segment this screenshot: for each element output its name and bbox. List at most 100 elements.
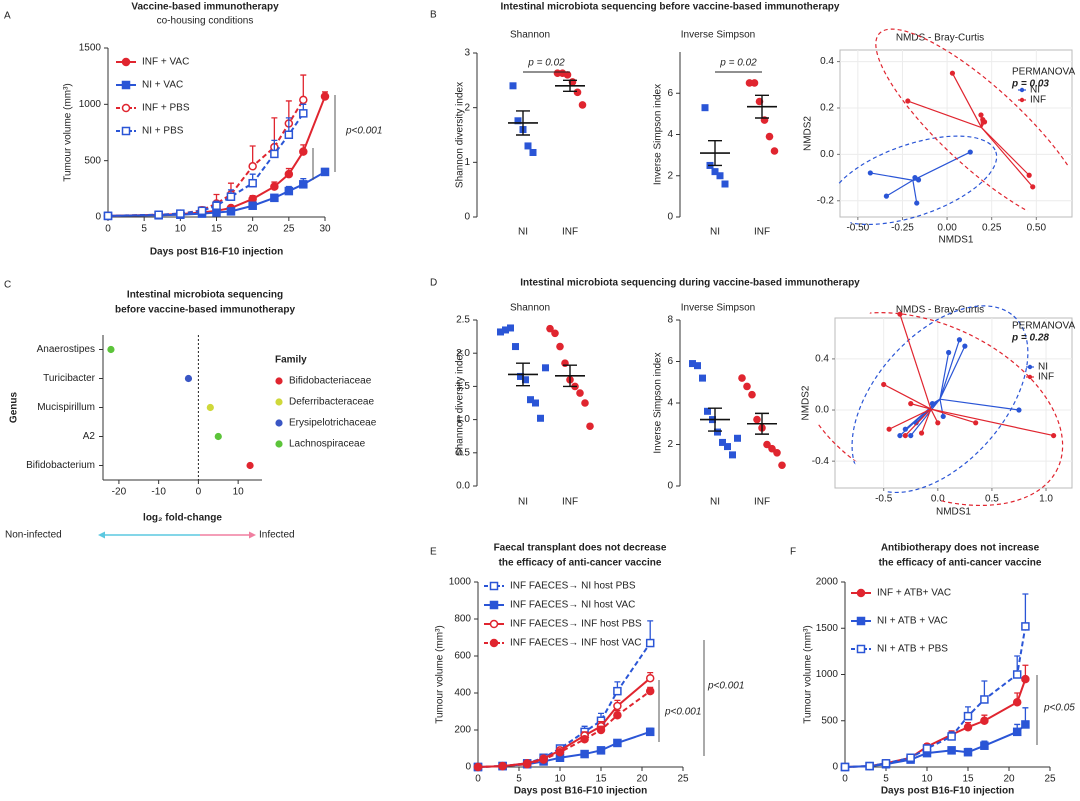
- x-tick-label: 20: [247, 224, 259, 235]
- marker: [613, 686, 622, 696]
- marker: [299, 95, 308, 105]
- marker: [284, 169, 294, 179]
- chart-title: the efficacy of anti-cancer vaccine: [499, 558, 662, 569]
- group-title: Intestinal microbiota sequencing during …: [520, 278, 860, 289]
- x-tick-label: 15: [595, 774, 607, 785]
- data-point: [897, 311, 903, 317]
- x-tick-label: -10: [151, 487, 166, 498]
- x-tick-label: 15: [211, 224, 223, 235]
- data-point: [908, 432, 914, 439]
- spider-line: [939, 399, 944, 417]
- x-tick-label: 0: [105, 224, 111, 235]
- marker: [320, 167, 330, 177]
- marker: [299, 147, 308, 156]
- data-point: [886, 426, 892, 432]
- y-tick-label: -0.2: [817, 195, 835, 206]
- legend-marker: [121, 57, 131, 67]
- spider-line: [907, 100, 982, 129]
- data-point: [915, 177, 922, 183]
- y-tick-label: 0.0: [456, 481, 470, 492]
- marker: [1012, 698, 1022, 707]
- arrow-head: [249, 531, 256, 539]
- x-tick-label: -0.5: [875, 494, 893, 505]
- x-tick-label: 0.00: [937, 223, 957, 234]
- y-axis-label: Shannon diversity index: [455, 82, 466, 188]
- x-tick-label: 0: [842, 774, 848, 785]
- legend-marker: [489, 581, 499, 591]
- marker: [270, 193, 279, 203]
- marker: [248, 162, 257, 171]
- data-point: [908, 401, 914, 407]
- data-point: [1016, 407, 1022, 413]
- sem-bar: [563, 364, 577, 388]
- y-tick-label: 0: [667, 481, 673, 492]
- spider-line: [888, 408, 932, 430]
- data-point: [935, 420, 941, 426]
- chart-title: Inverse Simpson: [681, 30, 755, 41]
- data-point: [765, 132, 774, 141]
- x-tick-label: 20: [1003, 774, 1015, 785]
- y-tick-label: 1.5: [456, 381, 470, 392]
- y-tick-label: 0: [465, 762, 471, 773]
- data-point: [542, 364, 549, 372]
- marker: [248, 201, 257, 210]
- y-axis-label: Inverse Simpson index: [653, 84, 664, 185]
- panel-letter: D: [430, 278, 437, 289]
- legend-marker: [275, 419, 283, 427]
- x-tick-label: 10: [175, 224, 187, 235]
- data-point: [573, 88, 582, 97]
- x-tick-label: INF: [754, 227, 770, 238]
- confidence-ellipse: [875, 28, 1080, 227]
- y-tick-label: 4: [667, 129, 673, 140]
- y-tick-label: 1000: [449, 577, 472, 588]
- spider-line: [910, 403, 931, 410]
- marker: [226, 192, 236, 201]
- data-point: [701, 104, 709, 112]
- marker: [645, 638, 655, 648]
- spider-line: [951, 72, 983, 128]
- x-tick-label: 0.25: [982, 223, 1002, 234]
- marker: [1021, 622, 1030, 631]
- legend-label: Bifidobacteriaceae: [289, 376, 372, 387]
- data-point: [729, 451, 736, 459]
- data-point: [246, 461, 254, 470]
- marker: [963, 747, 973, 757]
- data-point: [532, 399, 539, 407]
- legend-label: Lachnospiraceae: [289, 439, 366, 450]
- data-point: [1026, 172, 1032, 178]
- data-point: [714, 428, 721, 436]
- data-point: [546, 324, 554, 333]
- panel-letter: E: [430, 547, 437, 558]
- data-point: [773, 449, 781, 457]
- sem-bar: [755, 412, 769, 435]
- y-tick-label: 0.4: [820, 56, 834, 67]
- series-line: [107, 112, 305, 217]
- legend-marker: [275, 377, 283, 385]
- data-point: [940, 413, 946, 420]
- y-tick-label: 0.5: [456, 447, 470, 458]
- annotation: p = 0.03: [1011, 79, 1049, 90]
- chart-title: Antibiotherapy does not increase: [881, 543, 1040, 554]
- data-point: [529, 148, 537, 156]
- y-tick-label: 1500: [79, 43, 102, 54]
- marker: [645, 727, 655, 737]
- y-tick-label: 1000: [79, 99, 102, 110]
- spider-line: [930, 408, 976, 424]
- data-point: [689, 360, 696, 368]
- legend-label: NI + PBS: [142, 126, 184, 137]
- legend-marker: [856, 616, 866, 626]
- arrow-label: Infected: [259, 530, 295, 541]
- data-point: [905, 98, 911, 104]
- x-tick-label: 1.0: [1039, 494, 1053, 505]
- legend-marker: [1027, 364, 1033, 370]
- legend-marker: [1019, 97, 1025, 103]
- data-point: [867, 170, 873, 176]
- legend-marker: [121, 80, 131, 90]
- marker: [963, 711, 973, 721]
- legend-label: NI: [1038, 362, 1048, 373]
- data-point: [711, 168, 719, 176]
- marker: [284, 186, 294, 196]
- marker: [248, 194, 257, 204]
- marker: [103, 211, 113, 221]
- plot-area: [834, 317, 1073, 489]
